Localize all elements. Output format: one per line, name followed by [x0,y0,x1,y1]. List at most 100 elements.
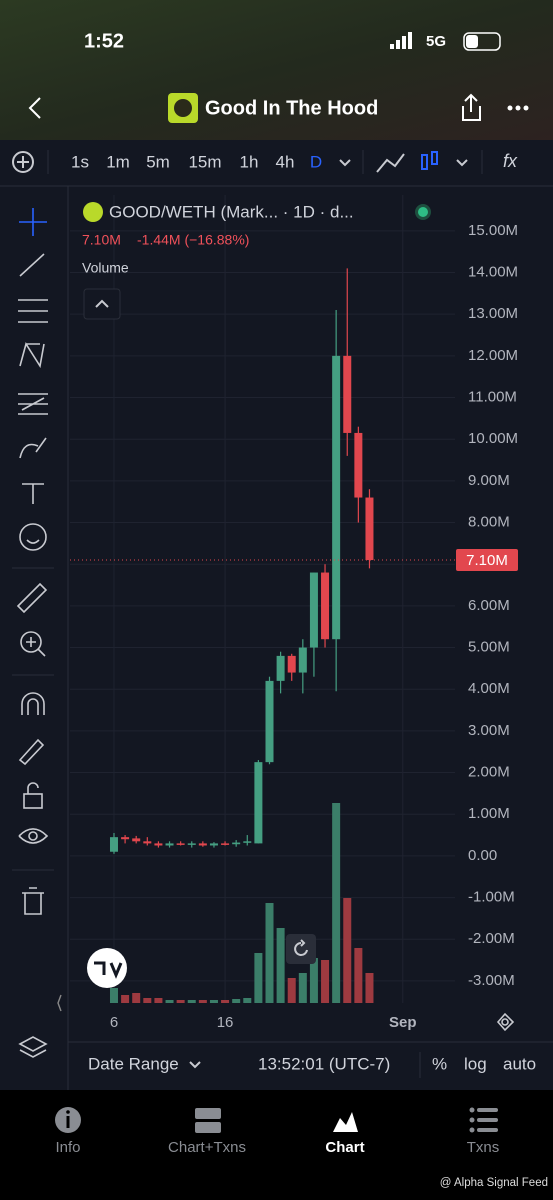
volume-bar [354,948,363,1003]
interval-button[interactable]: 1h [240,152,259,171]
line-chart-button[interactable] [376,153,405,173]
y-tick-label: 4.00M [468,680,510,697]
y-tick-label: 14.00M [468,263,518,280]
tab-label[interactable]: Chart+Txns [168,1139,246,1156]
volume-bar [343,898,352,1003]
candle-body [221,843,230,845]
crosshair-tool[interactable] [19,208,47,236]
delete-tool[interactable] [22,887,44,915]
candle-body [365,497,374,561]
chart-txns-icon [195,1108,221,1133]
y-tick-label: -2.00M [468,930,515,947]
y-tick-label: 0.00 [468,847,497,864]
candle-body [276,655,285,681]
volume-bar [187,1000,196,1003]
volume-bar [154,998,163,1003]
fib-tool[interactable] [18,299,48,323]
drawing-tools [12,208,54,1058]
projection-tool[interactable] [18,393,48,415]
trendline-tool[interactable] [19,253,45,277]
txns-icon [469,1107,498,1133]
y-tick-label: -1.00M [468,889,515,906]
pattern-tool[interactable] [19,342,45,369]
candle-body [265,680,274,763]
back-button[interactable] [28,97,41,119]
candle-body [332,355,341,640]
volume-bar [321,960,330,1003]
y-tick-label: 5.00M [468,639,510,656]
candle-body [176,843,185,845]
interval-button[interactable]: 4h [276,152,295,171]
candle-body [198,843,207,846]
chart-tab-icon [333,1112,358,1132]
interval-button[interactable]: 1s [71,152,89,171]
percent-toggle[interactable]: % [432,1054,447,1073]
add-indicator-button[interactable] [12,151,34,173]
chart-title: GOOD/WETH (Mark... · 1D · d... [109,202,354,221]
visibility-tool[interactable] [18,828,49,844]
interval-button[interactable]: 5m [146,152,170,171]
more-button[interactable] [507,105,529,111]
chart: 15.00M 14.00M 13.00M 12.00M 11.00M 10.00M 9.00… [70,195,518,1031]
interval-button[interactable]: 15m [188,152,221,171]
chart-app-background [0,140,553,1090]
candle-body [121,837,130,840]
formula-button[interactable]: fx [503,151,518,171]
candle-body [209,843,218,846]
interval-button[interactable]: D [310,152,322,171]
tab-label[interactable]: Info [55,1139,80,1156]
volume-bar [132,993,141,1003]
expand-handle[interactable] [57,994,62,1012]
candle-body [309,572,318,648]
battery-level [466,35,478,48]
candle-body [232,842,241,845]
interval-button[interactable]: 1m [106,152,130,171]
candle-body [165,843,174,846]
y-tick-label: 13.00M [468,305,518,322]
price-label-box [456,549,518,572]
brush-tool[interactable] [19,437,47,459]
toolbar: fx [12,150,518,174]
battery-icon [463,32,501,51]
volume-bar [198,1000,207,1003]
network-label: 5G [426,33,446,50]
candle-body [287,655,296,673]
measure-tool[interactable] [16,582,48,614]
y-tick-label: 2.00M [468,764,510,781]
candle-body [132,838,141,842]
auto-toggle[interactable]: auto [503,1054,536,1073]
emoji-tool[interactable] [19,523,47,551]
volume-bar [121,995,130,1003]
tab-label[interactable]: Chart [325,1139,364,1156]
candle-body [354,432,363,498]
candle-body [321,572,330,640]
volume-bar [332,803,341,1003]
magnet-tool[interactable] [21,692,45,715]
dropdown-chevron[interactable] [339,159,468,167]
collapse-button[interactable] [83,288,121,320]
volume-bar [176,1000,185,1003]
zoom-tool[interactable] [20,631,42,653]
tab-label[interactable]: Txns [467,1139,500,1156]
last-price: 7.10M [82,232,121,248]
volume-bar [254,953,263,1003]
lock-tool[interactable] [23,793,43,809]
share-button[interactable] [462,93,481,121]
y-tick-label: 1.00M [468,805,510,822]
layers-tool[interactable] [18,1036,48,1058]
log-toggle[interactable]: log [464,1054,487,1073]
date-range-button[interactable]: Date Range [88,1054,179,1073]
reset-button[interactable] [286,934,316,964]
settings-button[interactable] [496,1012,515,1032]
volume-bar [109,988,118,1003]
x-tick-label: 6 [110,1014,118,1031]
y-tick-label: -3.00M [468,972,515,989]
clock: 13:52:01 (UTC-7) [258,1054,390,1073]
candle-button[interactable] [421,151,438,170]
tv-logo [87,948,127,988]
price-label: 7.10M [466,552,508,569]
text-tool[interactable] [22,483,44,504]
volume-bar [165,1000,174,1003]
lock-draw-tool[interactable] [18,738,45,766]
